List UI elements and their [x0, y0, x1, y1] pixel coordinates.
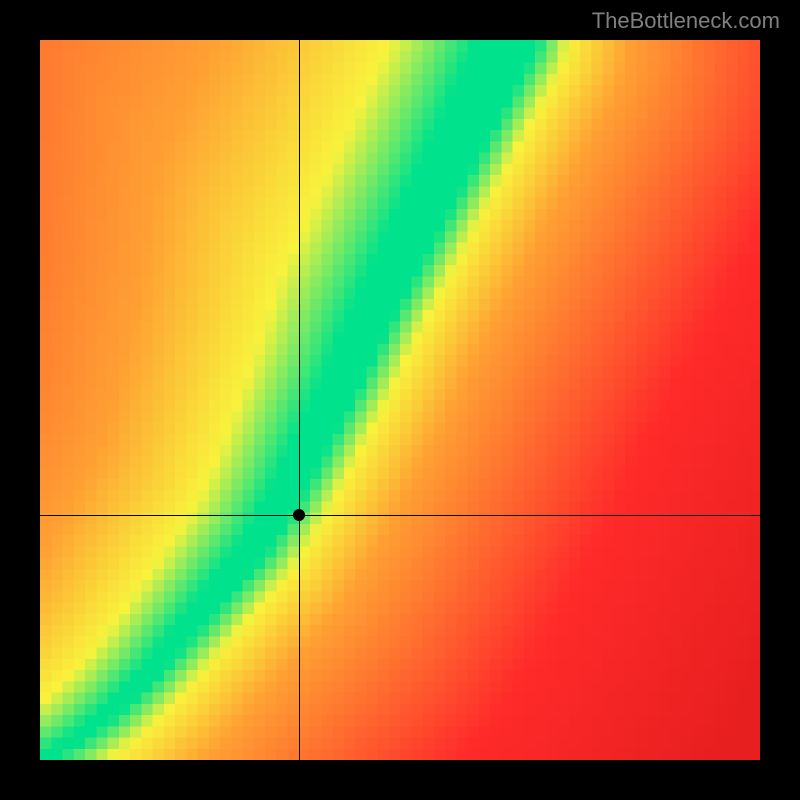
- chart-area: [40, 40, 760, 760]
- crosshair-horizontal: [40, 515, 760, 516]
- crosshair-marker: [293, 509, 305, 521]
- heatmap-canvas: [40, 40, 760, 760]
- chart-container: TheBottleneck.com: [0, 0, 800, 800]
- crosshair-vertical: [299, 40, 300, 760]
- watermark-text: TheBottleneck.com: [592, 8, 780, 34]
